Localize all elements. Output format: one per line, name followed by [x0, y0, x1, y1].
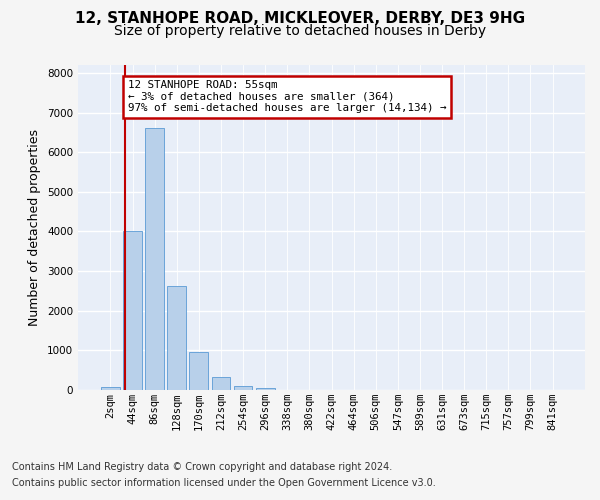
Bar [123, 232, 142, 390]
Bar [233, 386, 253, 390]
Text: Size of property relative to detached houses in Derby: Size of property relative to detached ho… [114, 24, 486, 38]
Text: 12 STANHOPE ROAD: 55sqm
← 3% of detached houses are smaller (364)
97% of semi-de: 12 STANHOPE ROAD: 55sqm ← 3% of detached… [128, 80, 446, 114]
Text: Contains HM Land Registry data © Crown copyright and database right 2024.: Contains HM Land Registry data © Crown c… [12, 462, 392, 472]
Y-axis label: Number of detached properties: Number of detached properties [28, 129, 41, 326]
Text: Contains public sector information licensed under the Open Government Licence v3: Contains public sector information licen… [12, 478, 436, 488]
Bar [256, 388, 275, 390]
Text: 12, STANHOPE ROAD, MICKLEOVER, DERBY, DE3 9HG: 12, STANHOPE ROAD, MICKLEOVER, DERBY, DE… [75, 11, 525, 26]
Bar [167, 286, 186, 390]
Bar [212, 377, 230, 390]
Bar [145, 128, 164, 390]
Bar [101, 387, 120, 390]
Bar [190, 352, 208, 390]
